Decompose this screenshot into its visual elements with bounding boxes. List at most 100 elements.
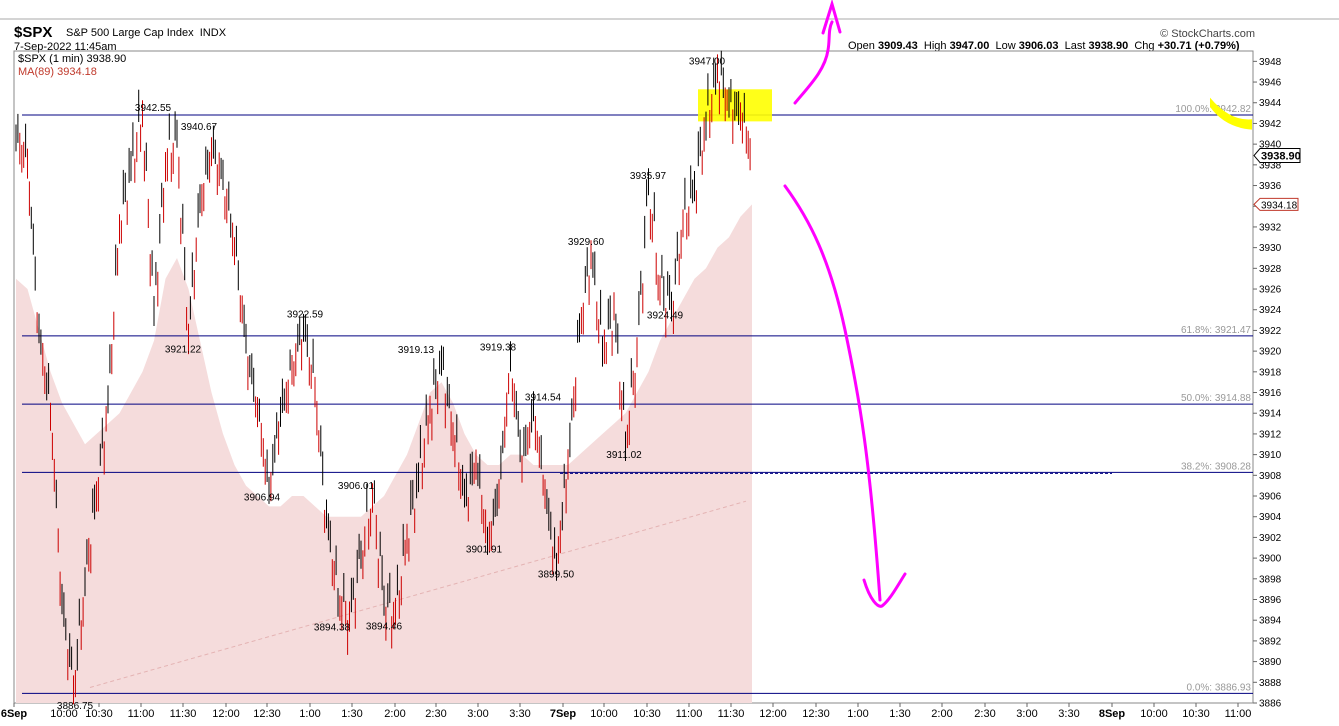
x-tick-label-17: 11:30 (718, 708, 745, 720)
y-tick-label-31: 3948 (1259, 57, 1282, 68)
x-tick-label-6: 12:30 (253, 708, 281, 720)
x-tick-label-3: 11:00 (128, 708, 155, 720)
high-value: 3947.00 (949, 40, 990, 52)
ma-tag (1253, 197, 1299, 211)
peak-label-3: 3922.59 (287, 309, 324, 320)
chg-value: +30.71 (+0.79%) (1157, 40, 1240, 52)
y-tick-label-26: 3938 (1259, 160, 1282, 171)
legend-price: $SPX (1 min) 3938.90 (18, 53, 127, 65)
x-tick-label-18: 12:00 (759, 708, 787, 720)
peak-label-8: 3919.13 (398, 345, 435, 356)
y-tick-label-23: 3932 (1259, 222, 1282, 233)
y-tick-label-25: 3936 (1259, 181, 1282, 192)
legend: $SPX (1 min) 3938.90 MA(89) 3934.18 (18, 53, 126, 79)
y-tick-label-18: 3922 (1259, 326, 1282, 337)
x-tick-label-1: 10:00 (50, 708, 78, 720)
peak-label-14: 3935.97 (630, 171, 667, 182)
y-tick-label-27: 3940 (1259, 140, 1282, 151)
trendline (89, 500, 747, 688)
x-tick-label-26: 8Sep (1099, 708, 1126, 720)
x-tick-label-23: 2:30 (974, 708, 995, 720)
peak-label-6: 3894.38 (314, 622, 351, 633)
symbol: $SPX (14, 24, 53, 41)
ohlc-summary: Open 3909.43 High 3947.00 Low 3906.03 La… (848, 40, 1240, 52)
x-tick-label-8: 1:30 (341, 708, 362, 720)
peak-label-11: 3901.91 (466, 544, 503, 555)
x-tick-label-4: 11:30 (170, 708, 197, 720)
peak-label-17: 3947.00 (689, 57, 726, 68)
x-tick-label-24: 3:00 (1016, 708, 1037, 720)
y-tick-label-20: 3926 (1259, 285, 1282, 296)
down-arrow-line (783, 184, 882, 602)
y-tick-label-9: 3904 (1259, 512, 1282, 523)
peak-label-16: 3911.02 (606, 450, 642, 461)
y-tick-label-8: 3902 (1259, 533, 1282, 544)
peak-label-15: 3924.49 (647, 311, 684, 322)
y-tick-label-15: 3916 (1259, 388, 1282, 399)
brand: © StockCharts.com (1160, 28, 1255, 40)
peak-label-1: 3940.67 (181, 122, 218, 133)
last-price-value: 3938.90 (1261, 151, 1301, 163)
y-tick-label-5: 3896 (1259, 595, 1282, 606)
y-tick-label-21: 3928 (1259, 264, 1282, 275)
peak-label-2: 3921.22 (165, 345, 202, 356)
exchange: INDX (199, 27, 227, 39)
fib-label-3: 38.2%: 3908.28 (1181, 461, 1251, 472)
up-arrow-head (821, 0, 842, 35)
low-label: Low (995, 40, 1016, 52)
ma-tag-value: 3934.18 (1261, 200, 1298, 211)
y-tick-label-28: 3942 (1259, 119, 1282, 130)
y-tick-label-14: 3914 (1259, 409, 1282, 420)
x-tick-label-25: 3:30 (1058, 708, 1079, 720)
y-tick-label-3: 3892 (1259, 636, 1282, 647)
x-tick-label-13: 7Sep (550, 708, 577, 720)
peak-label-10: 3914.54 (525, 393, 562, 404)
x-tick-label-29: 11:00 (1225, 708, 1252, 720)
open-value: 3909.43 (877, 40, 918, 52)
symbol-name: S&P 500 Large Cap Index INDX (66, 27, 226, 39)
x-tick-label-11: 3:00 (467, 708, 488, 720)
y-tick-label-22: 3930 (1259, 243, 1282, 254)
peak-label-13: 3929.60 (568, 237, 605, 248)
x-tick-label-0: 6Sep (1, 708, 28, 720)
x-tick-label-15: 10:30 (633, 708, 661, 720)
legend-ma: MA(89) 3934.18 (18, 66, 97, 78)
last-value: 3938.90 (1088, 40, 1129, 52)
y-tick-label-10: 3906 (1259, 492, 1282, 503)
peak-label-0: 3942.55 (135, 103, 172, 114)
chart-datetime: 7-Sep-2022 11:45am (14, 41, 117, 53)
y-tick-label-12: 3910 (1259, 450, 1282, 461)
y-tick-label-7: 3900 (1259, 554, 1282, 565)
peak-label-12: 3899.50 (538, 569, 575, 580)
fib-label-4: 0.0%: 3886.93 (1187, 682, 1252, 693)
x-tick-label-16: 11:00 (676, 708, 703, 720)
x-tick-label-27: 10:00 (1140, 708, 1168, 720)
low-value: 3906.03 (1018, 40, 1059, 52)
down-arrow-head (862, 572, 907, 608)
fib-highlight (1210, 97, 1252, 130)
y-tick-label-2: 3890 (1259, 657, 1282, 668)
y-tick-label-6: 3898 (1259, 574, 1282, 585)
x-tick-label-20: 1:00 (847, 708, 868, 720)
index-name: S&P 500 Large Cap Index (66, 27, 194, 39)
x-tick-label-2: 10:30 (85, 708, 113, 720)
y-tick-label-17: 3920 (1259, 347, 1282, 358)
y-tick-label-16: 3918 (1259, 367, 1282, 378)
y-tick-label-0: 3886 (1259, 699, 1282, 710)
y-tick-label-19: 3924 (1259, 305, 1282, 316)
x-tick-label-14: 10:00 (590, 708, 618, 720)
x-tick-label-21: 1:30 (889, 708, 910, 720)
x-tick-label-28: 10:30 (1182, 708, 1210, 720)
y-tick-label-4: 3894 (1259, 616, 1282, 627)
peak-label-7: 3894.46 (366, 621, 403, 632)
high-label: High (923, 40, 947, 52)
x-tick-label-5: 12:00 (212, 708, 240, 720)
y-tick-label-29: 3944 (1259, 98, 1282, 109)
y-tick-label-13: 3912 (1259, 429, 1282, 440)
open-label: Open (848, 40, 875, 52)
x-tick-label-12: 3:30 (509, 708, 530, 720)
peak-label-5: 3906.01 (338, 481, 375, 492)
peak-label-4: 3906.94 (244, 492, 281, 503)
